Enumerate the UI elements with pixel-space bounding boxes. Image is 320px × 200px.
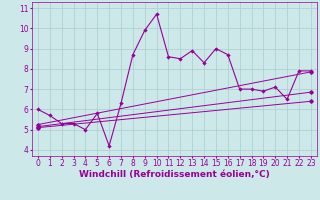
X-axis label: Windchill (Refroidissement éolien,°C): Windchill (Refroidissement éolien,°C) bbox=[79, 170, 270, 179]
